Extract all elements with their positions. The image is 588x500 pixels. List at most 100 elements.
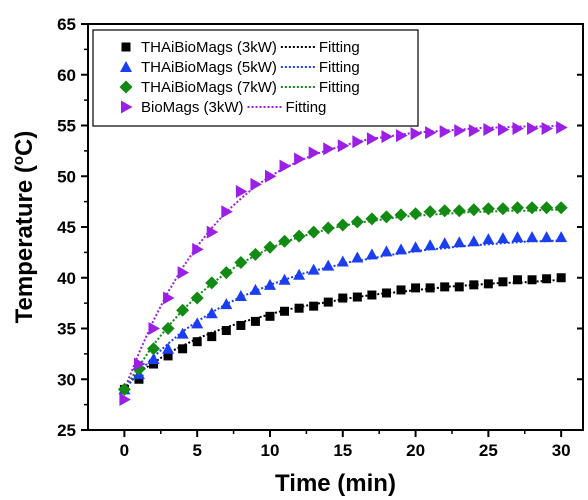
- data-point-series-0: [454, 282, 464, 292]
- data-point-series-2: [409, 207, 423, 221]
- data-point-series-3: [308, 146, 321, 160]
- data-point-series-2: [554, 201, 568, 215]
- y-axis-title-tail: C): [11, 131, 38, 156]
- y-tick-label: 30: [57, 370, 76, 389]
- legend-marker-2: [119, 80, 133, 94]
- x-tick-label: 20: [406, 441, 425, 460]
- data-point-series-3: [410, 127, 423, 141]
- data-point-series-3: [148, 322, 161, 335]
- data-point-series-0: [483, 279, 493, 289]
- x-tick-label: 30: [552, 441, 571, 460]
- data-point-series-2: [379, 210, 393, 224]
- y-axis-title-superscript: o: [10, 156, 27, 165]
- data-point-series-2: [292, 229, 306, 243]
- data-point-series-2: [234, 256, 248, 270]
- legend-fit-label-3: Fitting: [286, 99, 327, 116]
- data-point-series-1: [147, 352, 160, 364]
- y-tick-label: 50: [57, 167, 76, 186]
- data-point-series-2: [336, 218, 350, 232]
- data-point-series-1: [293, 268, 306, 280]
- data-point-series-2: [467, 203, 481, 217]
- data-point-series-2: [496, 202, 510, 216]
- legend-fit-label-1: Fitting: [319, 59, 360, 76]
- data-point-series-2: [117, 382, 131, 396]
- data-point-series-1: [453, 236, 466, 248]
- data-point-series-1: [395, 243, 408, 255]
- y-tick-label: 65: [57, 15, 76, 34]
- data-point-series-1: [511, 231, 524, 243]
- data-point-series-1: [307, 263, 320, 275]
- data-point-series-0: [192, 337, 202, 347]
- data-point-series-0: [265, 311, 275, 321]
- legend-label-3: BioMags (3kW): [141, 99, 244, 116]
- data-point-series-2: [365, 212, 379, 226]
- data-point-series-2: [176, 303, 190, 317]
- legend-label-1: THAiBioMags (5kW): [141, 59, 277, 76]
- data-point-series-2: [219, 266, 233, 280]
- data-point-series-0: [221, 326, 231, 336]
- data-point-series-0: [512, 275, 522, 285]
- data-point-series-3: [541, 122, 554, 136]
- data-point-series-3: [177, 266, 190, 280]
- data-point-series-1: [540, 231, 553, 243]
- data-point-series-1: [176, 327, 189, 339]
- data-point-series-0: [163, 351, 173, 361]
- x-tick-label: 25: [479, 441, 498, 460]
- data-point-series-3: [454, 124, 466, 138]
- data-point-series-0: [469, 280, 479, 290]
- data-point-series-1: [526, 231, 539, 243]
- y-tick-label: 55: [57, 117, 76, 136]
- data-point-series-3: [279, 159, 292, 173]
- data-point-series-3: [294, 152, 306, 166]
- data-point-series-3: [221, 205, 233, 219]
- data-point-series-3: [512, 122, 524, 136]
- data-point-series-2: [438, 204, 452, 218]
- data-point-series-1: [336, 255, 349, 267]
- data-point-series-0: [250, 316, 260, 326]
- data-point-series-3: [250, 177, 262, 191]
- y-tick-label: 35: [57, 320, 76, 339]
- x-tick-label: 10: [261, 441, 280, 460]
- x-tick-label: 15: [333, 441, 352, 460]
- data-point-series-3: [468, 124, 481, 138]
- data-point-series-3: [133, 357, 146, 371]
- data-point-series-2: [205, 276, 219, 290]
- data-point-series-1: [205, 307, 218, 319]
- data-point-series-2: [190, 291, 204, 305]
- data-point-series-0: [323, 297, 333, 307]
- data-point-series-3: [497, 123, 510, 137]
- data-point-series-0: [498, 277, 508, 287]
- legend-box: [92, 29, 419, 127]
- x-axis-title: Time (min): [275, 470, 396, 497]
- data-point-series-3: [381, 130, 393, 144]
- data-point-series-0: [527, 275, 537, 285]
- data-point-series-2: [540, 201, 554, 215]
- data-point-series-0: [207, 332, 217, 342]
- data-point-series-1: [380, 245, 393, 257]
- data-point-series-0: [294, 303, 304, 313]
- data-point-series-2: [452, 204, 466, 218]
- data-point-series-1: [220, 298, 233, 310]
- data-point-series-1: [234, 290, 247, 302]
- data-point-series-1: [467, 235, 480, 247]
- data-point-series-0: [280, 306, 290, 316]
- data-point-series-2: [423, 205, 437, 219]
- data-point-series-3: [425, 126, 437, 140]
- data-point-series-0: [367, 290, 377, 300]
- data-point-series-1: [496, 232, 509, 244]
- data-point-series-2: [510, 201, 524, 215]
- data-point-series-3: [396, 129, 408, 143]
- data-point-series-1: [438, 237, 451, 249]
- data-point-series-1: [351, 251, 364, 263]
- data-point-series-0: [134, 374, 144, 384]
- data-point-series-2: [147, 342, 161, 356]
- data-point-series-1: [555, 231, 568, 243]
- data-point-series-2: [350, 215, 364, 229]
- data-point-series-3: [483, 123, 495, 137]
- data-point-series-0: [338, 293, 348, 303]
- data-point-series-3: [527, 122, 539, 136]
- data-point-series-3: [206, 225, 219, 239]
- y-axis-title: Temperature (oC): [10, 131, 38, 324]
